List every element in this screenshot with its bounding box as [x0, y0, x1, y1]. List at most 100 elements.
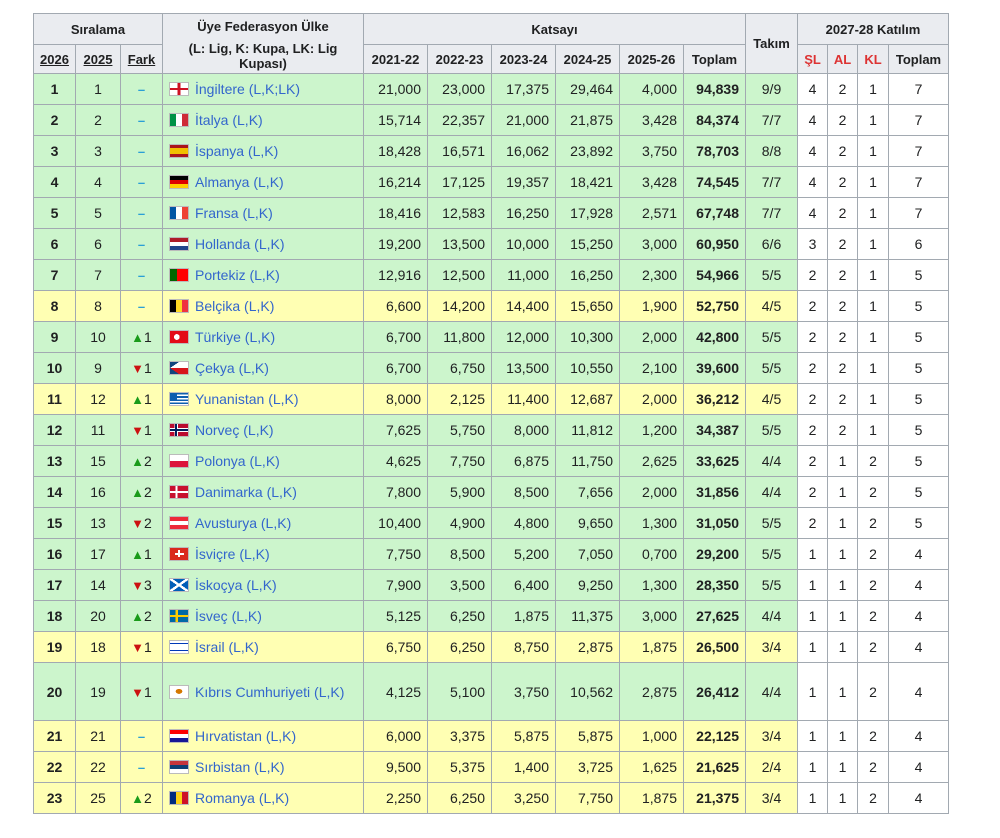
country-link[interactable]: Hırvatistan [195, 728, 262, 744]
competition-tag: (L,K) [246, 577, 277, 593]
season-coefficient: 3,428 [619, 104, 684, 136]
rank-change: ▲2 [120, 782, 163, 814]
table-row: 7 7– Portekiz (L,K) 12,916 12,500 11,000 16,25… [33, 259, 949, 291]
kl-count: 1 [857, 166, 889, 198]
country-link[interactable]: Fransa [195, 205, 239, 221]
season-coefficient: 8,000 [491, 414, 556, 446]
season-coefficient: 5,875 [555, 720, 620, 752]
sl-count: 1 [797, 782, 828, 814]
kl-count: 2 [857, 720, 889, 752]
season-coefficient: 18,428 [363, 135, 428, 167]
season-coefficient: 11,800 [427, 321, 492, 353]
rank-change: – [120, 259, 163, 291]
denmark-flag-icon [169, 485, 189, 499]
table-row: 17 14 ▼3 İskoçya (L,K) 7,900 3,500 6,400 9,250 1… [33, 569, 949, 601]
rank-2025: 8 [75, 290, 121, 322]
rank-2025: 13 [75, 507, 121, 539]
al-count: 2 [827, 197, 858, 229]
croatia-flag-icon [169, 729, 189, 743]
sweden-flag-icon [169, 609, 189, 623]
table-row: 2 2– İtalya (L,K) 15,714 22,357 21,000 21,875 3… [33, 104, 949, 136]
season-coefficient: 16,250 [491, 197, 556, 229]
country-link[interactable]: İsrail [195, 639, 225, 655]
country-link[interactable]: Romanya [195, 790, 255, 806]
season-coefficient: 1,400 [491, 751, 556, 783]
no-change-icon: – [137, 268, 146, 283]
col-2026-header[interactable]: 2026 [33, 44, 76, 74]
coefficient-total: 29,200 [683, 538, 746, 570]
competition-tag: (L,K) [231, 608, 262, 624]
season-coefficient: 2,250 [363, 782, 428, 814]
arrow-up-icon: ▲ [131, 791, 145, 806]
participation-total: 5 [888, 507, 949, 539]
country-link[interactable]: Belçika [195, 298, 241, 314]
country-link[interactable]: Portekiz [195, 267, 246, 283]
arrow-up-icon: ▲ [131, 330, 145, 345]
season-coefficient: 4,000 [619, 73, 684, 105]
competition-tag: (L,K) [239, 546, 270, 562]
al-count: 1 [827, 538, 858, 570]
season-coefficient: 1,875 [619, 782, 684, 814]
kl-count: 1 [857, 73, 889, 105]
season-coefficient: 10,000 [491, 228, 556, 260]
competition-tag: (L,K) [244, 329, 276, 345]
rank-change: ▼1 [120, 631, 163, 663]
coefficient-total: 26,412 [683, 662, 746, 721]
country-link[interactable]: Kıbrıs Cumhuriyeti [195, 683, 311, 700]
season-coefficient: 6,600 [363, 290, 428, 322]
arrow-up-icon: ▲ [131, 485, 145, 500]
country-link[interactable]: İspanya [195, 143, 245, 159]
country-link[interactable]: Polonya [195, 453, 246, 469]
serbia-flag-icon [169, 760, 189, 774]
competition-tag: (L,K) [258, 790, 290, 806]
rank-2026: 15 [33, 507, 76, 539]
country-link[interactable]: Hollanda [195, 236, 251, 252]
sl-count: 1 [797, 538, 828, 570]
rank-change: – [120, 290, 163, 322]
no-change-icon: – [137, 729, 146, 744]
country-link[interactable]: Almanya [195, 174, 250, 190]
season-coefficient: 1,300 [619, 569, 684, 601]
rank-2025: 25 [75, 782, 121, 814]
country-link[interactable]: İsveç [195, 608, 228, 624]
norway-flag-icon [169, 423, 189, 437]
country-link[interactable]: Avusturya [195, 515, 257, 531]
season-coefficient: 15,714 [363, 104, 428, 136]
country-link[interactable]: Yunanistan [195, 391, 265, 407]
coefficient-total: 34,387 [683, 414, 746, 446]
al-count: 1 [827, 720, 858, 752]
season-coefficient: 8,000 [363, 383, 428, 415]
kl-count: 1 [857, 259, 889, 291]
participation-total: 5 [888, 476, 949, 508]
season-coefficient: 21,000 [363, 73, 428, 105]
rank-2025: 22 [75, 751, 121, 783]
col-change-header[interactable]: Fark [120, 44, 163, 74]
country-link[interactable]: İtalya [195, 112, 229, 128]
season-coefficient: 12,000 [491, 321, 556, 353]
season-coefficient: 3,250 [491, 782, 556, 814]
country-link[interactable]: Çekya [195, 360, 235, 376]
country-link[interactable]: Danimarka [195, 484, 263, 500]
coefficient-total: 26,500 [683, 631, 746, 663]
teams-remaining: 3/4 [745, 782, 798, 814]
rank-change: ▲1 [120, 538, 163, 570]
teams-remaining: 4/4 [745, 662, 798, 721]
season-coefficient: 2,000 [619, 476, 684, 508]
col-2025-header[interactable]: 2025 [75, 44, 121, 74]
country-link[interactable]: İngiltere [195, 81, 245, 97]
sl-count: 1 [797, 751, 828, 783]
season-coefficient: 1,300 [619, 507, 684, 539]
sl-count: 1 [797, 569, 828, 601]
country-link[interactable]: İskoçya [195, 577, 243, 593]
al-count: 2 [827, 135, 858, 167]
country-link[interactable]: İsviçre [195, 546, 236, 562]
country-link[interactable]: Türkiye [195, 329, 241, 345]
season-coefficient: 5,750 [427, 414, 492, 446]
season-coefficient: 3,750 [491, 662, 556, 721]
season-coefficient: 1,200 [619, 414, 684, 446]
germany-flag-icon [169, 175, 189, 189]
season-coefficient: 6,250 [427, 631, 492, 663]
country-link[interactable]: Norveç [195, 422, 240, 438]
table-row: 8 8– Belçika (L,K) 6,600 14,200 14,400 15,650 1… [33, 290, 949, 322]
country-link[interactable]: Sırbistan [195, 759, 251, 775]
